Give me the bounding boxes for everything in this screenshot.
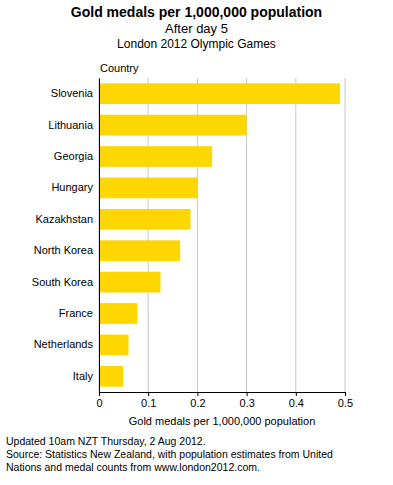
y-tick-label: Netherlands [34,338,94,350]
y-tick-label: Hungary [51,181,93,193]
y-tick-label: Kazakhstan [36,213,93,225]
x-tick: 0.4 [289,392,304,409]
x-tick-mark [296,392,297,396]
y-tick-label: North Korea [34,244,94,256]
x-tick-mark [197,392,198,396]
x-tick: 0.5 [338,392,353,409]
grid-line [99,78,100,392]
title: Gold medals per 1,000,000 population [71,4,322,20]
x-tick-mark [247,392,248,396]
y-tick: Slovenia [51,87,99,99]
x-tick: 0 [96,392,102,409]
x-tick-label: 0.4 [289,397,304,409]
y-tick-label: South Korea [32,276,94,288]
y-axis: Slovenia Lithuania Georgia Hungary Kazakhsta… [32,79,100,393]
x-tick-label: 0.5 [338,397,353,409]
bar [99,240,180,261]
bar [99,115,247,136]
x-tick-mark [345,392,346,396]
plot: 0 0.1 0.2 0.3 0.4 0.5 Slovenia Lithuania Georgia… [32,78,353,409]
bar [99,209,191,230]
x-axis-line [100,392,346,393]
y-tick-label: Italy [73,370,94,382]
bars [99,83,340,386]
y-tick: France [59,307,99,319]
grid-line [295,78,296,392]
y-tick: Lithuania [48,119,99,131]
x-axis: 0 0.1 0.2 0.3 0.4 0.5 [96,392,353,409]
x-tick-label: 0 [96,397,102,409]
footnote: Nations and medal counts from www.london… [6,461,260,473]
x-tick: 0.3 [239,392,254,409]
y-tick: North Korea [34,244,99,256]
chart: Gold medals per 1,000,000 populationAfte… [0,0,393,485]
y-tick-label: Slovenia [51,87,94,99]
y-tick-label: Lithuania [48,119,94,131]
x-axis-title: Gold medals per 1,000,000 population [129,415,316,427]
y-tick: Italy [73,370,99,382]
y-tick: South Korea [32,276,99,288]
grid [99,78,345,392]
y-tick: Hungary [51,181,99,193]
bar [99,83,340,104]
y-tick-label: France [59,307,93,319]
x-tick-label: 0.1 [141,397,156,409]
grid-line [345,78,346,392]
bar [99,366,123,387]
x-tick: 0.2 [190,392,205,409]
bar [99,146,212,167]
bar [99,335,129,356]
x-tick: 0.1 [141,392,156,409]
bar [99,303,137,324]
subtitle: After day 5 [165,21,228,36]
y-tick: Kazakhstan [36,213,99,225]
x-tick-mark [148,392,149,396]
bar [99,178,197,199]
subtitle: London 2012 Olympic Games [117,37,276,51]
y-axis-title: Country [100,62,139,74]
y-tick-label: Georgia [54,150,94,162]
x-tick-mark [99,392,100,396]
footnote: Updated 10am NZT Thursday, 2 Aug 2012. [6,435,206,447]
y-tick: Netherlands [34,338,99,350]
x-tick-label: 0.3 [239,397,254,409]
y-tick: Georgia [54,150,99,162]
bar [99,272,161,293]
x-tick-label: 0.2 [190,397,205,409]
footnote: Source: Statistics New Zealand, with pop… [6,448,333,460]
y-axis-line [99,79,100,393]
